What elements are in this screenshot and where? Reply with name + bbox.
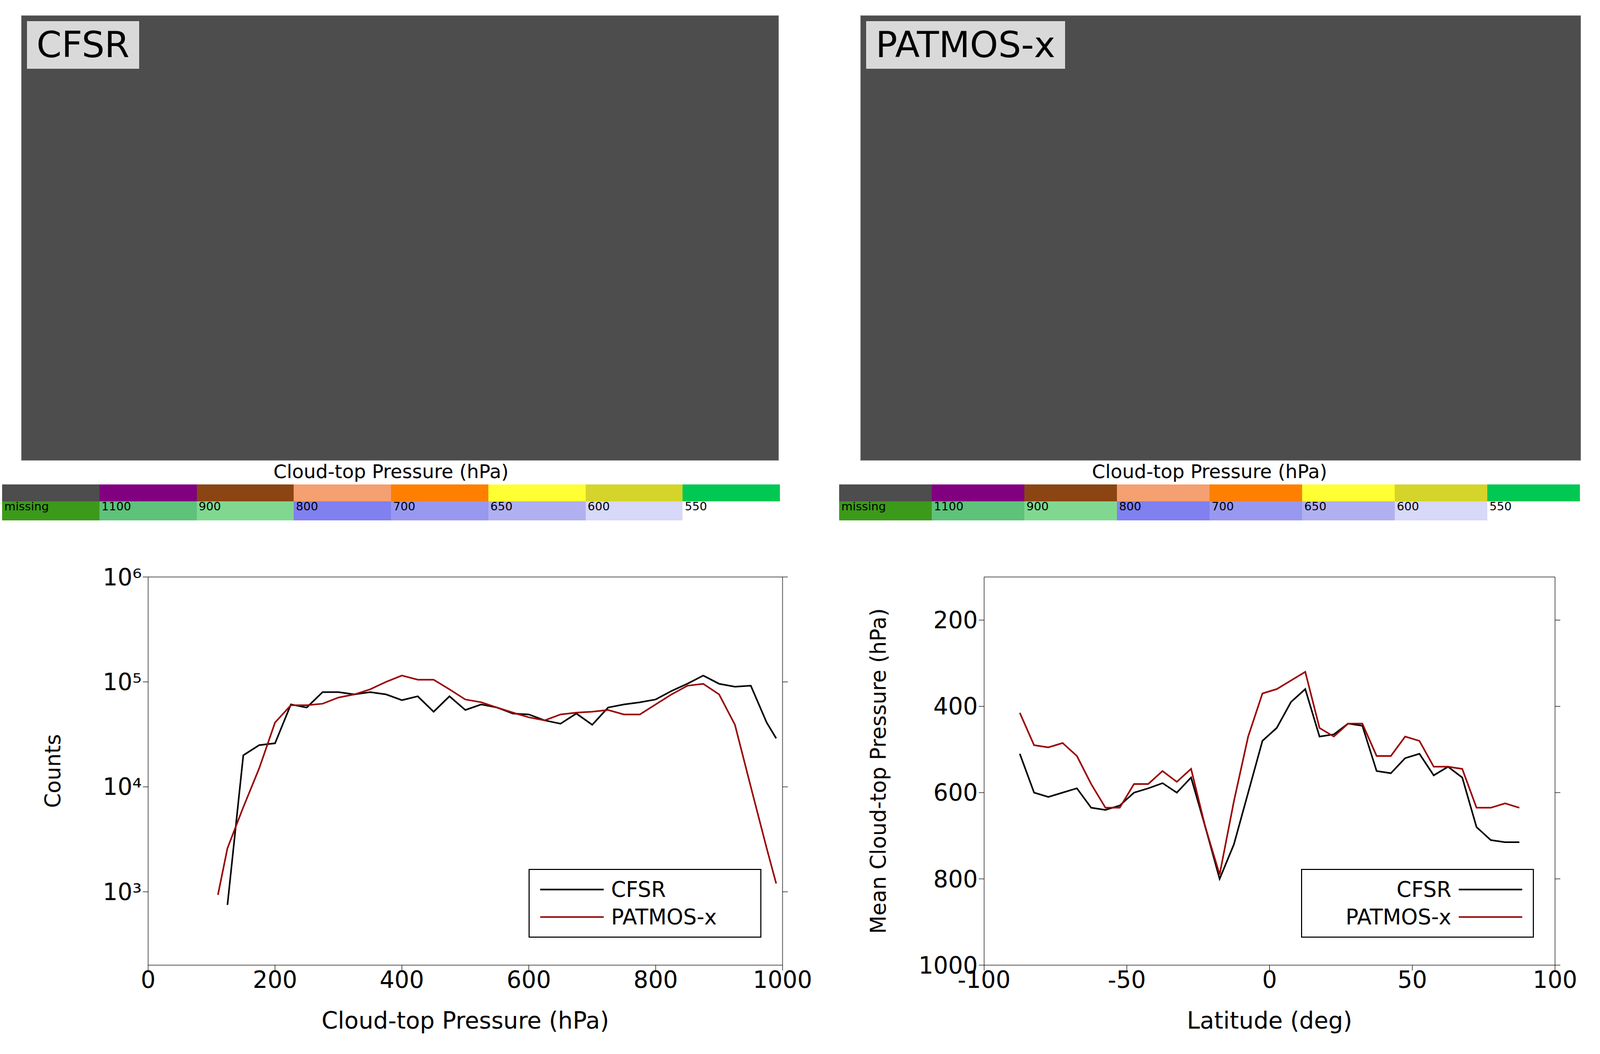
svg-text:400: 400 (933, 693, 978, 721)
svg-text:600: 600 (933, 779, 978, 807)
html-text:PATMOS-x: PATMOS-x (875, 23, 1056, 66)
html-text:800: 800 (295, 500, 319, 514)
svg-text:1000: 1000 (918, 952, 978, 980)
svg-text:200: 200 (252, 966, 298, 994)
svg-text:0: 0 (1262, 966, 1278, 994)
html-text:600: 600 (587, 500, 610, 514)
svg-text:Mean Cloud-top Pressure (hPa): Mean Cloud-top Pressure (hPa) (866, 608, 891, 935)
html-text:CFSR: CFSR (611, 877, 666, 903)
html-text:700: 700 (393, 500, 416, 514)
svg-text:800: 800 (633, 966, 678, 994)
svg-text:Latitude (deg): Latitude (deg) (1186, 1007, 1352, 1035)
html-text:PATMOS-x: PATMOS-x (611, 905, 717, 930)
html-text:PATMOS-x: PATMOS-x (1345, 905, 1452, 930)
html-text:550: 550 (1489, 500, 1512, 514)
html-text:700: 700 (1211, 500, 1234, 514)
html-text:missing: missing (4, 500, 49, 514)
svg-text:600: 600 (506, 966, 551, 994)
svg-text:10⁶: 10⁶ (102, 564, 142, 592)
svg-text:200: 200 (933, 606, 978, 634)
html-text:900: 900 (198, 500, 221, 514)
svg-text:10⁵: 10⁵ (102, 668, 142, 696)
svg-text:400: 400 (379, 966, 425, 994)
svg-text:Counts: Counts (40, 734, 66, 809)
svg-text:10⁴: 10⁴ (102, 773, 142, 801)
html-text:CFSR: CFSR (36, 23, 130, 66)
html-text:550: 550 (684, 500, 708, 514)
svg-text:-50: -50 (1107, 966, 1147, 994)
html-text:1100: 1100 (101, 500, 132, 514)
html-text:600: 600 (1396, 500, 1420, 514)
svg-text:Cloud-top Pressure (hPa): Cloud-top Pressure (hPa) (321, 1007, 609, 1035)
html-text:650: 650 (490, 500, 513, 514)
html-text:800: 800 (1119, 500, 1142, 514)
html-text:Cloud-top Pressure (hPa): Cloud-top Pressure (hPa) (273, 460, 509, 483)
html-text:Cloud-top Pressure (hPa): Cloud-top Pressure (hPa) (1091, 460, 1328, 483)
html-text:900: 900 (1026, 500, 1049, 514)
svg-text:800: 800 (933, 866, 978, 894)
html-text:650: 650 (1304, 500, 1327, 514)
html-text:CFSR: CFSR (1396, 877, 1452, 903)
svg-text:1000: 1000 (752, 966, 813, 994)
svg-text:50: 50 (1397, 966, 1427, 994)
svg-text:100: 100 (1532, 966, 1578, 994)
html-text:missing: missing (841, 500, 886, 514)
svg-text:0: 0 (140, 966, 156, 994)
svg-text:10³: 10³ (102, 878, 142, 906)
svg-text:-100: -100 (957, 966, 1011, 994)
html-text:1100: 1100 (933, 500, 964, 514)
